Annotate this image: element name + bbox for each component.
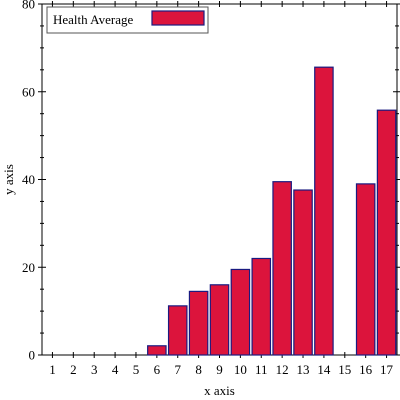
x-tick-label: 6 [154, 362, 161, 377]
x-tick-label: 14 [317, 362, 331, 377]
x-tick-label: 7 [174, 362, 181, 377]
legend-swatch [151, 10, 205, 26]
y-tick-label: 20 [22, 260, 35, 275]
x-tick-label: 15 [338, 362, 351, 377]
x-axis: 1 2 3 4 5 6 7 8 9 10 11 12 13 14 15 16 17 [42, 1, 397, 377]
x-tick-label: 16 [359, 362, 373, 377]
bar [188, 290, 209, 356]
bar [355, 183, 376, 356]
bar [209, 284, 230, 356]
y-tick-label: 0 [29, 348, 36, 363]
x-tick-label: 17 [380, 362, 394, 377]
bar [272, 181, 292, 356]
x-tick-label: 8 [195, 362, 202, 377]
bar [167, 305, 188, 356]
legend: Health Average [46, 6, 209, 34]
bar [314, 66, 334, 356]
bar [251, 257, 272, 356]
x-tick-label: 11 [255, 362, 268, 377]
x-tick-label: 5 [133, 362, 140, 377]
x-tick-label: 12 [276, 362, 289, 377]
x-tick-label: 10 [234, 362, 247, 377]
bar [230, 268, 251, 356]
y-tick-label: 60 [22, 84, 35, 99]
x-tick-label: 3 [91, 362, 98, 377]
legend-label: Health Average [53, 12, 133, 27]
y-tick-label: 40 [22, 172, 35, 187]
x-tick-label: 2 [70, 362, 77, 377]
bar [147, 345, 167, 356]
x-axis-title: x axis [204, 383, 235, 398]
bar [376, 109, 397, 356]
bar [293, 189, 313, 356]
x-tick-label: 1 [49, 362, 56, 377]
x-tick-label: 13 [297, 362, 310, 377]
bars-group [147, 66, 397, 356]
y-tick-label: 80 [22, 0, 35, 12]
x-tick-label: 9 [216, 362, 223, 377]
x-tick-label: 4 [112, 362, 119, 377]
y-axis-title: y axis [1, 164, 16, 195]
